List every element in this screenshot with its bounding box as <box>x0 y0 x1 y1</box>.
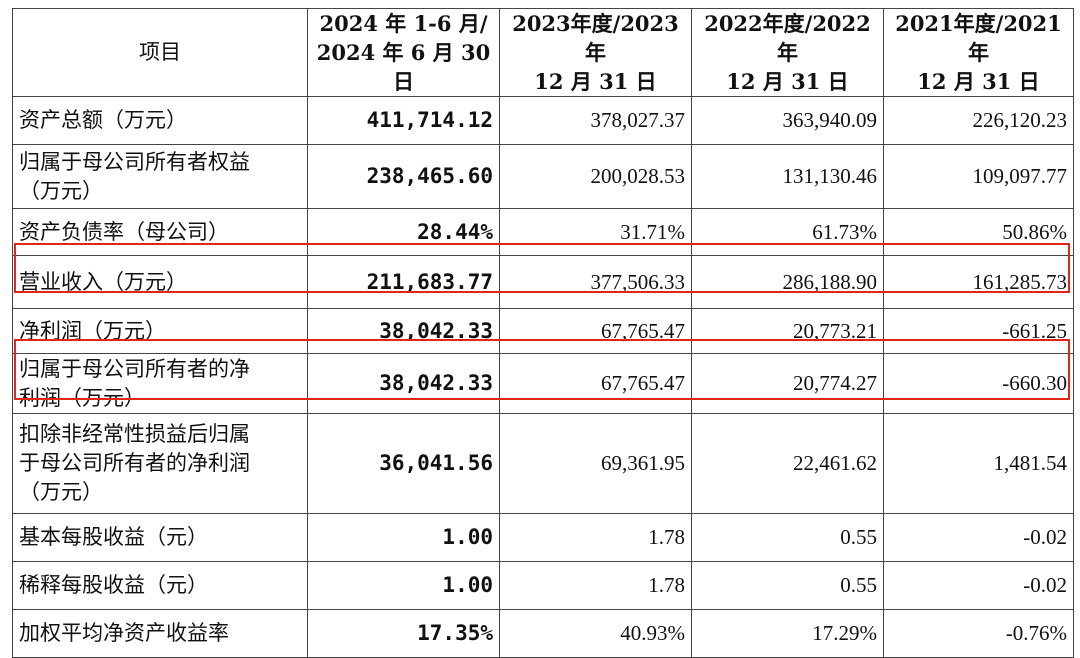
header-item-text: 项目 <box>139 40 181 64</box>
header-2021-line1: 2021年度/2021年 <box>895 11 1062 65</box>
header-2022: 2022年度/2022年 12 月 31 日 <box>691 8 884 97</box>
cell-2021: -0.02 <box>883 561 1074 610</box>
cell-2023: 31.71% <box>499 208 692 256</box>
row-label-line: 资产负债率（母公司） <box>19 219 229 244</box>
header-2024-line2: 2024 年 6 月 30 日 <box>316 40 491 94</box>
row-label-line: 净利润（万元） <box>19 318 166 343</box>
table-row: 归属于母公司所有者的净 利润（万元） 38,042.33 67,765.47 20… <box>12 353 1074 414</box>
cell-2024: 38,042.33 <box>307 308 500 354</box>
cell-2022: 20,773.21 <box>691 308 884 354</box>
cell-2024: 38,042.33 <box>307 353 500 414</box>
header-2023-line1: 2023年度/2023年 <box>512 11 679 65</box>
row-label-line: 归属于母公司所有者权益 <box>19 149 250 174</box>
cell-2021: 161,285.73 <box>883 255 1074 309</box>
header-item: 项目 <box>12 8 308 97</box>
cell-2024: 36,041.56 <box>307 413 500 514</box>
cell-2021: -660.30 <box>883 353 1074 414</box>
table-row: 扣除非经常性损益后归属 于母公司所有者的净利润 （万元） 36,041.56 69,… <box>12 413 1074 514</box>
header-2024: 2024 年 1-6 月/2024 年 6 月 30 日 <box>307 8 500 97</box>
cell-2021: -0.02 <box>883 513 1074 562</box>
row-label-line: （万元） <box>19 178 103 203</box>
header-2022-line1: 2022年度/2022年 <box>704 11 871 65</box>
cell-2023: 40.93% <box>499 609 692 658</box>
table-row: 加权平均净资产收益率 17.35% 40.93% 17.29% -0.76% <box>12 609 1074 658</box>
header-2022-line2: 12 月 31 日 <box>726 69 849 94</box>
cell-2024: 411,714.12 <box>307 96 500 145</box>
cell-2022: 22,461.62 <box>691 413 884 514</box>
table-row: 净利润（万元） 38,042.33 67,765.47 20,773.21 -6… <box>12 308 1074 354</box>
cell-2022: 20,774.27 <box>691 353 884 414</box>
header-2024-line1: 2024 年 1-6 月/ <box>319 11 488 36</box>
row-label-line: 归属于母公司所有者的净 <box>19 356 250 381</box>
header-2021: 2021年度/2021年 12 月 31 日 <box>883 8 1074 97</box>
cell-2023: 67,765.47 <box>499 308 692 354</box>
row-label: 归属于母公司所有者权益 （万元） <box>12 144 308 209</box>
row-label: 基本每股收益（元） <box>12 513 308 562</box>
cell-2021: -0.76% <box>883 609 1074 658</box>
row-label-line: 资产总额（万元） <box>19 108 187 132</box>
row-label: 扣除非经常性损益后归属 于母公司所有者的净利润 （万元） <box>12 413 308 514</box>
cell-2024: 238,465.60 <box>307 144 500 209</box>
financial-table: 项目 2024 年 1-6 月/2024 年 6 月 30 日 2023年度/2… <box>12 8 1074 658</box>
row-label-line: 利润（万元） <box>19 385 145 410</box>
cell-2023: 200,028.53 <box>499 144 692 209</box>
cell-2023: 67,765.47 <box>499 353 692 414</box>
cell-2022: 0.55 <box>691 561 884 610</box>
cell-2023: 1.78 <box>499 513 692 562</box>
row-label-line: 于母公司所有者的净利润 <box>19 451 250 475</box>
row-label-line: （万元） <box>19 480 103 504</box>
row-label-line: 加权平均净资产收益率 <box>19 621 229 645</box>
cell-2021: 50.86% <box>883 208 1074 256</box>
cell-2024: 28.44% <box>307 208 500 256</box>
row-label-line: 稀释每股收益（元） <box>19 573 208 597</box>
table-row: 资产负债率（母公司） 28.44% 31.71% 61.73% 50.86% <box>12 208 1074 256</box>
row-label-line: 营业收入（万元） <box>19 269 187 294</box>
table-row: 资产总额（万元） 411,714.12 378,027.37 363,940.0… <box>12 96 1074 145</box>
cell-2021: -661.25 <box>883 308 1074 354</box>
cell-2022: 17.29% <box>691 609 884 658</box>
cell-2021: 226,120.23 <box>883 96 1074 145</box>
row-label: 资产总额（万元） <box>12 96 308 145</box>
header-2021-line2: 12 月 31 日 <box>917 69 1040 94</box>
table-row: 营业收入（万元） 211,683.77 377,506.33 286,188.9… <box>12 255 1074 309</box>
cell-2024: 211,683.77 <box>307 255 500 309</box>
cell-2024: 1.00 <box>307 513 500 562</box>
cell-2021: 109,097.77 <box>883 144 1074 209</box>
cell-2024: 17.35% <box>307 609 500 658</box>
row-label: 归属于母公司所有者的净 利润（万元） <box>12 353 308 414</box>
row-label: 稀释每股收益（元） <box>12 561 308 610</box>
table-row: 稀释每股收益（元） 1.00 1.78 0.55 -0.02 <box>12 561 1074 610</box>
cell-2022: 0.55 <box>691 513 884 562</box>
row-label-line: 扣除非经常性损益后归属 <box>19 422 250 446</box>
table-row: 归属于母公司所有者权益 （万元） 238,465.60 200,028.53 13… <box>12 144 1074 209</box>
cell-2021: 1,481.54 <box>883 413 1074 514</box>
cell-2024: 1.00 <box>307 561 500 610</box>
cell-2023: 378,027.37 <box>499 96 692 145</box>
header-2023-line2: 12 月 31 日 <box>534 69 657 94</box>
cell-2023: 1.78 <box>499 561 692 610</box>
row-label: 加权平均净资产收益率 <box>12 609 308 658</box>
row-label: 营业收入（万元） <box>12 255 308 309</box>
cell-2023: 69,361.95 <box>499 413 692 514</box>
cell-2022: 286,188.90 <box>691 255 884 309</box>
cell-2022: 131,130.46 <box>691 144 884 209</box>
header-2023: 2023年度/2023年 12 月 31 日 <box>499 8 692 97</box>
table-row: 基本每股收益（元） 1.00 1.78 0.55 -0.02 <box>12 513 1074 562</box>
row-label-line: 基本每股收益（元） <box>19 525 208 549</box>
cell-2022: 363,940.09 <box>691 96 884 145</box>
row-label: 资产负债率（母公司） <box>12 208 308 256</box>
cell-2022: 61.73% <box>691 208 884 256</box>
row-label: 净利润（万元） <box>12 308 308 354</box>
cell-2023: 377,506.33 <box>499 255 692 309</box>
header-row: 项目 2024 年 1-6 月/2024 年 6 月 30 日 2023年度/2… <box>12 8 1074 97</box>
